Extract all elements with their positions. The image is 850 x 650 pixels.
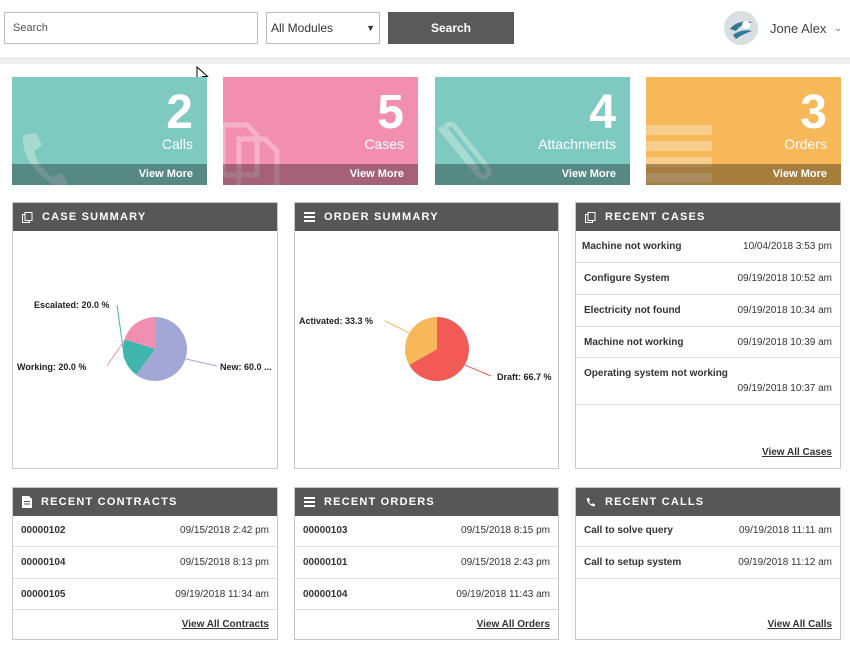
orders-label: Orders [784,136,827,152]
cases-tile[interactable]: 5 Cases View More [223,77,418,185]
list-item[interactable]: 00000105 09/19/2018 11:34 am [13,579,277,610]
list-item[interactable]: Call to setup system 09/19/2018 11:12 am [576,547,840,579]
recent-calls-header: RECENT CALLS [576,488,840,516]
module-select-value: All Modules [271,21,334,35]
chevron-down-icon: ▼ [366,23,375,33]
pie-leader-escalated [116,304,126,359]
pie-leader-new [185,358,218,367]
list-icon [304,212,315,222]
paperclip-icon [438,121,492,180]
orders-count: 3 [800,86,827,139]
orders-view-more[interactable]: View More [646,164,841,185]
orders-tile[interactable]: 3 Orders View More [646,77,841,185]
case-summary-pie-chart [106,304,218,381]
pie-leader-activated [384,320,410,334]
copy-icon [22,211,33,223]
view-all-orders-link[interactable]: View All Orders [476,619,550,630]
pie-slice-working[interactable] [124,317,155,349]
recent-contracts-header: RECENT CONTRACTS [13,488,277,516]
user-name: Jone Alex [770,20,827,36]
list-item[interactable]: Operating system not working 09/19/2018 … [576,358,840,405]
order-summary-panel: ORDER SUMMARY Activated: 33.3 % Draft: 6… [294,202,559,469]
pie-leader-working [106,322,137,367]
pie-label-new: New: 60.0 ... [220,362,272,372]
list-item[interactable]: 00000101 09/15/2018 2:43 pm [295,547,558,579]
header-divider [0,57,850,64]
case-summary-panel: CASE SUMMARY Escalated: 20.0 % Working: … [12,202,278,469]
view-all-contracts-link[interactable]: View All Contracts [181,619,269,630]
pie-leader-draft [464,364,492,377]
recent-contracts-title: RECENT CONTRACTS [41,496,178,508]
cases-view-more[interactable]: View More [223,164,418,185]
view-all-cases-link[interactable]: View All Cases [761,447,832,458]
case-summary-title: CASE SUMMARY [42,211,147,223]
order-summary-header: ORDER SUMMARY [295,203,558,231]
list-item[interactable]: 00000103 09/15/2018 8:15 pm [295,516,558,547]
case-summary-header: CASE SUMMARY [13,203,277,231]
attachments-tile[interactable]: 4 Attachments View More [435,77,630,185]
list-item[interactable]: Configure System 09/19/2018 10:52 am [576,263,840,295]
pie-label-draft: Draft: 66.7 % [497,372,552,382]
pie-label-activated: Activated: 33.3 % [299,316,374,326]
list-item[interactable]: Electricity not found 09/19/2018 10:34 a… [576,295,840,327]
pie-label-escalated: Escalated: 20.0 % [34,300,110,310]
list-item[interactable]: Call to solve query 09/19/2018 11:11 am [576,516,840,547]
recent-calls-panel: RECENT CALLS Call to solve query 09/19/2… [575,487,841,640]
recent-orders-panel: RECENT ORDERS 00000103 09/15/2018 8:15 p… [294,487,559,640]
recent-cases-header: RECENT CASES [576,203,840,231]
cases-count: 5 [377,86,404,139]
user-menu[interactable]: Jone Alex ⌄ [724,11,842,45]
list-item[interactable]: 00000102 09/15/2018 2:42 pm [13,516,277,547]
list-item[interactable]: Machine not working 09/19/2018 10:39 am [576,327,840,358]
phone-icon [585,497,596,508]
list-icon [304,497,315,507]
calls-count: 2 [166,86,193,139]
pie-label-working: Working: 20.0 % [17,362,87,372]
attachments-label: Attachments [538,136,616,152]
search-input[interactable] [4,12,258,44]
search-button[interactable]: Search [388,12,514,44]
copy-icon [585,211,596,223]
pie-slice-draft[interactable] [409,317,469,381]
calls-view-more[interactable]: View More [12,164,207,185]
order-summary-pie-chart [384,317,492,381]
pie-slice-new[interactable] [136,317,187,381]
list-item[interactable]: Machine not working 10/04/2018 3:53 pm [576,231,840,263]
attachments-count: 4 [589,86,616,139]
avatar [724,11,758,45]
phone-icon [23,133,68,185]
document-icon [223,122,280,185]
list-icon [646,125,712,183]
attachments-view-more[interactable]: View More [435,164,630,185]
view-all-calls-link[interactable]: View All Calls [767,619,832,630]
pie-slice-escalated[interactable] [123,339,155,375]
list-item[interactable]: 00000104 09/15/2018 8:13 pm [13,547,277,579]
recent-orders-title: RECENT ORDERS [324,496,435,508]
chevron-down-icon: ⌄ [834,22,842,33]
list-item[interactable]: 00000104 09/19/2018 11:43 am [295,579,558,610]
recent-cases-title: RECENT CASES [605,211,706,223]
top-bar: All Modules ▼ Search Jone Alex ⌄ [0,0,850,57]
recent-cases-panel: RECENT CASES Machine not working 10/04/2… [575,202,841,469]
recent-orders-header: RECENT ORDERS [295,488,558,516]
cases-label: Cases [364,136,404,152]
document-icon [22,496,32,508]
calls-label: Calls [161,136,193,152]
module-select[interactable]: All Modules ▼ [266,12,380,44]
recent-contracts-panel: RECENT CONTRACTS 00000102 09/15/2018 2:4… [12,487,278,640]
recent-calls-title: RECENT CALLS [605,496,705,508]
order-summary-title: ORDER SUMMARY [324,211,439,223]
pie-slice-activated[interactable] [405,317,437,365]
calls-tile[interactable]: 2 Calls View More [12,77,207,185]
